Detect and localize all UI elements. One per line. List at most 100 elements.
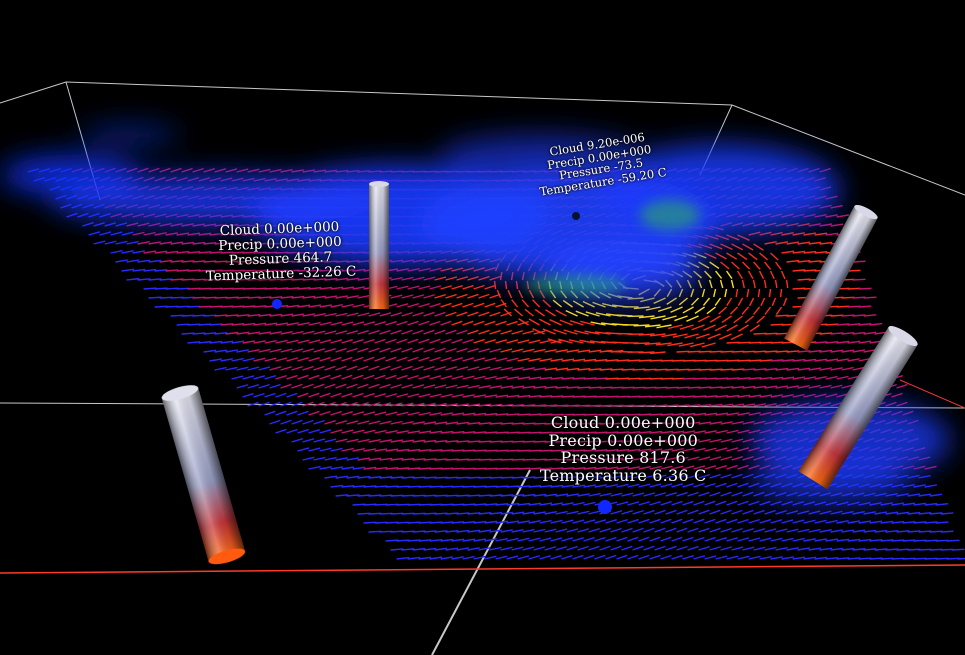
wind-vector [423,347,435,353]
wind-vector [401,512,415,515]
wind-vector [792,537,805,542]
wind-vector [627,359,641,362]
wind-vector [467,329,479,335]
wind-vector [759,555,772,560]
wind-vector [583,377,597,380]
wind-vector [533,458,547,461]
wind-vector [660,413,674,416]
wind-vector [742,403,756,407]
wind-vector [885,548,899,551]
wind-vector [814,556,828,560]
wind-vector [181,296,195,299]
wind-vector [280,419,292,425]
wind-vector [803,250,817,254]
wind-vector [638,315,655,319]
wind-vector [286,428,298,434]
wind-vector [539,502,553,506]
wind-vector [707,333,721,340]
wind-vector [742,261,751,270]
wind-vector [423,329,435,335]
wind-vector [627,483,640,488]
wind-vector [187,269,201,272]
wind-vector [660,518,672,524]
wind-vector [462,320,474,326]
wind-vector [423,421,437,425]
wind-vector [385,521,399,524]
wind-vector [733,315,743,324]
wind-vector [565,309,578,317]
wind-vector [633,324,650,327]
wind-vector [555,440,569,443]
wind-vector [749,324,760,333]
wind-vector [698,368,712,371]
wind-vector [517,520,530,524]
wind-vector [148,167,160,173]
wind-vector [247,296,261,299]
wind-vector [385,338,397,344]
wind-vector [555,349,568,353]
wind-vector [621,422,635,425]
wind-vector [874,331,888,335]
wind-vector [704,270,712,279]
wind-vector [780,270,786,280]
wind-vector [627,536,639,542]
wind-vector [841,314,855,317]
wind-vector [726,464,738,470]
wind-vector [533,511,546,515]
wind-vector [747,270,754,280]
wind-vector [561,449,575,452]
wind-vector [653,297,666,304]
wind-vector [115,240,128,245]
wind-vector [583,484,597,488]
wind-vector [341,410,353,416]
wind-vector [715,429,728,434]
wind-vector [407,285,420,290]
wind-vector [676,368,690,371]
wind-vector [137,241,150,245]
wind-vector [192,278,206,281]
wind-vector [748,252,758,261]
wind-vector [473,555,486,560]
wind-vector [445,293,457,299]
wind-vector [737,412,750,416]
wind-vector [264,375,276,380]
wind-vector [687,350,701,353]
wind-vector [775,350,789,353]
wind-vector [247,348,260,353]
wind-vector [522,367,535,371]
wind-vector [709,421,723,425]
wind-vector [236,296,250,299]
wind-vector [770,500,782,506]
wind-vector [698,438,711,443]
wind-vector [390,530,404,533]
wind-vector [737,500,749,506]
wind-vector [242,340,256,344]
wind-vector [748,411,761,416]
wind-vector [786,241,800,245]
wind-vector [451,267,464,272]
wind-vector [643,527,655,533]
wind-vector [346,330,359,335]
wind-vector [544,386,558,389]
wind-vector [760,297,766,307]
wind-vector [462,302,474,308]
wind-vector [610,457,624,461]
wind-vector [341,356,353,362]
wind-vector [159,167,171,173]
wind-vector [836,340,850,344]
wind-vector [693,377,707,380]
wind-vector [297,357,310,362]
wind-vector [258,296,272,299]
wind-vector [741,306,750,315]
wind-vector [621,510,633,515]
wind-vector [154,305,168,308]
wind-vector [330,466,344,470]
wind-vector [792,519,805,524]
wind-vector [451,430,465,434]
wind-vector [247,168,260,173]
wind-vector [726,518,738,524]
wind-vector [770,341,784,344]
wind-vector [698,315,710,323]
wind-vector [863,548,877,551]
